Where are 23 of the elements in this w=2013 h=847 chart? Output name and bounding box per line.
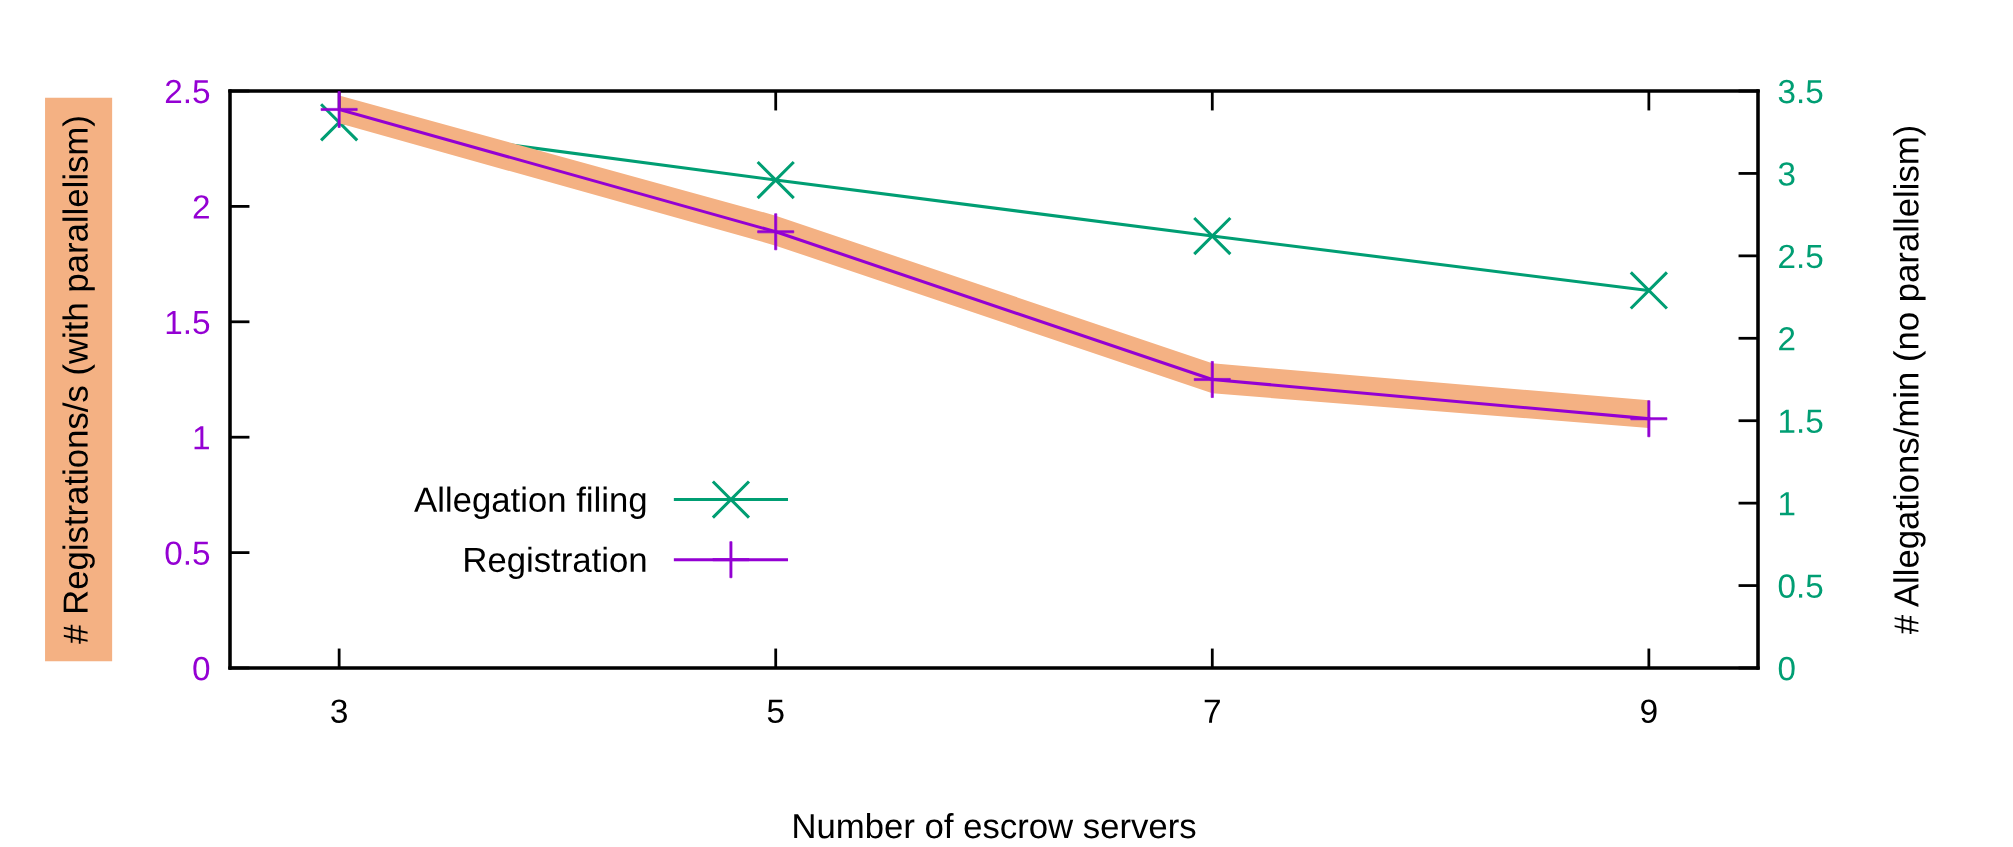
y2-tick-label: 2.5: [1779, 244, 1823, 269]
y2-tick-label: 3: [1778, 162, 1795, 186]
y2-tick-label: 0.5: [1778, 574, 1823, 598]
y2-tick-label: 1: [1779, 492, 1795, 516]
y-tick-label: 1: [194, 426, 209, 450]
y2-tick-label: 3.5: [1778, 79, 1823, 104]
x-tick-label: 5: [767, 699, 784, 724]
y-axis-title: # Registrations/s (with parallelism): [62, 117, 95, 644]
x-axis-title: Number of escrow servers: [794, 812, 1196, 839]
y2-tick-label: 0: [1778, 656, 1795, 681]
x-tick-label: 9: [1641, 699, 1657, 724]
y-tick-label: 2: [193, 195, 209, 219]
legend-label: Registration: [465, 546, 646, 580]
x-tick-label: 7: [1204, 699, 1220, 723]
y2-axis-title: # Allegations/min (no parallelism): [1893, 126, 1926, 635]
y-tick-label: 1.5: [166, 310, 210, 335]
y-tick-label: 2.5: [165, 79, 210, 104]
y-tick-label: 0: [193, 656, 210, 681]
x-tick-label: 3: [331, 699, 347, 724]
y-tick-label: 0.5: [165, 541, 210, 566]
y2-tick-label: 2: [1779, 327, 1795, 351]
legend-label: Allegation filing: [414, 486, 646, 519]
y2-tick-label: 1.5: [1779, 409, 1823, 434]
